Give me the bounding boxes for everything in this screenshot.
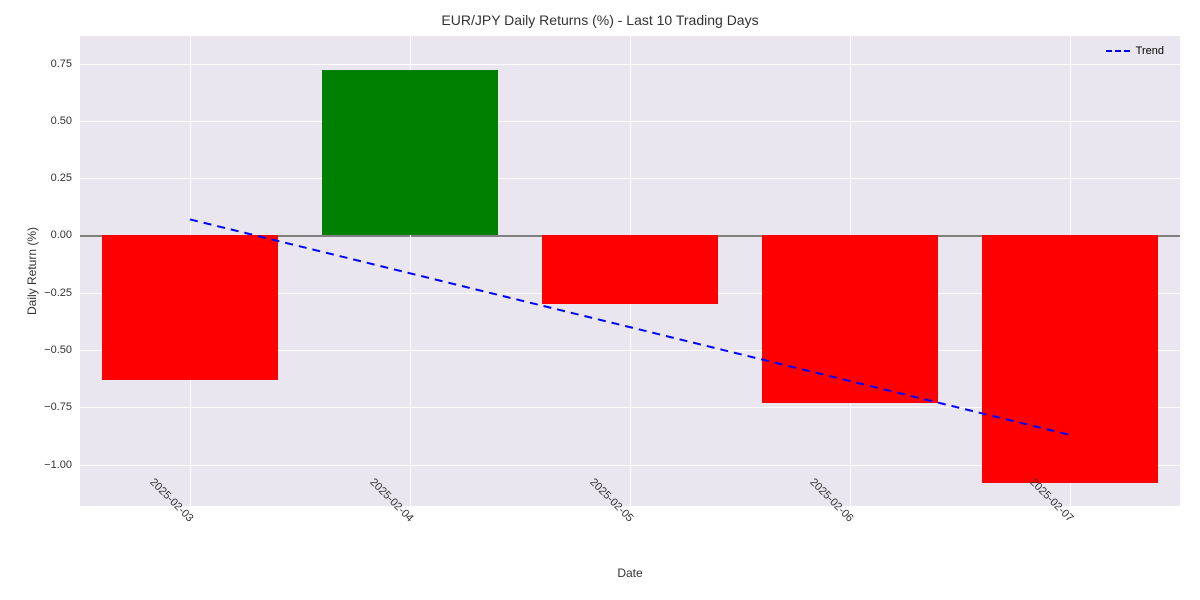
- bar: [322, 70, 498, 235]
- bar: [542, 235, 718, 304]
- ytick-label: 0.75: [51, 58, 72, 70]
- bar: [982, 235, 1158, 483]
- xtick-label: 2025-02-03: [147, 476, 195, 524]
- ytick-label: 0.50: [51, 115, 72, 127]
- ytick-label: 0.00: [51, 229, 72, 241]
- bar: [102, 235, 278, 379]
- chart-title: EUR/JPY Daily Returns (%) - Last 10 Trad…: [0, 12, 1200, 28]
- x-axis-label: Date: [617, 566, 642, 580]
- legend-trend-swatch: [1106, 50, 1130, 52]
- legend: Trend: [1100, 42, 1170, 60]
- plot-area: Trend −1.00−0.75−0.50−0.250.000.250.500.…: [80, 36, 1180, 507]
- xtick-label: 2025-02-05: [587, 476, 635, 524]
- y-axis-label: Daily Return (%): [25, 227, 39, 315]
- ytick-label: −0.75: [44, 401, 72, 413]
- bar: [762, 235, 938, 402]
- xtick-label: 2025-02-06: [807, 476, 855, 524]
- ytick-label: −0.25: [44, 287, 72, 299]
- returns-chart: EUR/JPY Daily Returns (%) - Last 10 Trad…: [0, 0, 1200, 600]
- ytick-label: −0.50: [44, 344, 72, 356]
- ytick-label: −1.00: [44, 459, 72, 471]
- ytick-label: 0.25: [51, 172, 72, 184]
- xtick-label: 2025-02-04: [367, 476, 415, 524]
- legend-trend-label: Trend: [1136, 45, 1164, 57]
- xtick-label: 2025-02-07: [1027, 476, 1075, 524]
